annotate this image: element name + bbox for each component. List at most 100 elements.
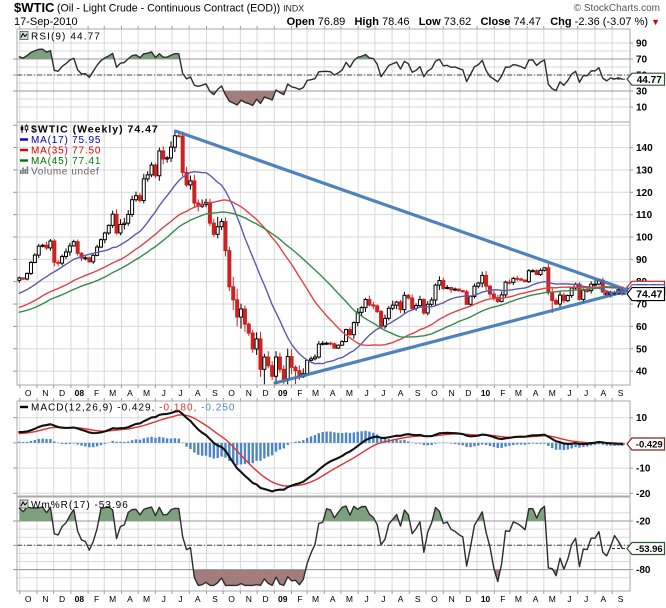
svg-text:100: 100: [636, 233, 653, 244]
svg-text:F: F: [297, 388, 302, 398]
svg-text:D: D: [262, 388, 268, 398]
svg-text:O: O: [431, 594, 438, 604]
svg-text:M: M: [109, 388, 116, 398]
svg-text:M: M: [346, 388, 353, 398]
svg-text:F: F: [94, 388, 99, 398]
svg-text:130: 130: [636, 165, 653, 176]
svg-text:74.47: 74.47: [636, 289, 662, 301]
svg-text:10: 10: [481, 388, 491, 398]
svg-text:09: 09: [278, 388, 288, 398]
svg-text:J: J: [178, 388, 182, 398]
svg-text:N: N: [246, 594, 252, 604]
svg-text:10: 10: [481, 594, 491, 604]
svg-text:44.77: 44.77: [637, 75, 662, 86]
svg-text:MA(17) 75.95: MA(17) 75.95: [31, 135, 101, 146]
svg-text:-53.96: -53.96: [636, 544, 663, 555]
svg-text:RSI(9) 44.77: RSI(9) 44.77: [31, 32, 101, 43]
svg-text:A: A: [398, 594, 404, 604]
svg-text:N: N: [42, 388, 48, 398]
svg-text:-0.429: -0.429: [636, 440, 663, 451]
svg-text:140: 140: [636, 143, 653, 154]
svg-text:Wm%R(17) -53.96: Wm%R(17) -53.96: [31, 500, 129, 511]
svg-text:90: 90: [636, 39, 648, 50]
svg-text:J: J: [365, 594, 369, 604]
svg-text:08: 08: [75, 388, 85, 398]
svg-text:M: M: [143, 388, 150, 398]
svg-text:J: J: [162, 388, 166, 398]
svg-text:O: O: [25, 388, 32, 398]
svg-text:08: 08: [75, 594, 85, 604]
svg-text:J: J: [584, 594, 588, 604]
svg-text:J: J: [567, 594, 571, 604]
svg-text:N: N: [246, 388, 252, 398]
svg-text:MA(35) 77.50: MA(35) 77.50: [31, 146, 101, 157]
svg-text:A: A: [127, 388, 133, 398]
svg-text:D: D: [465, 388, 471, 398]
svg-text:N: N: [42, 594, 48, 604]
svg-text:-20: -20: [636, 517, 651, 528]
svg-text:70: 70: [636, 300, 648, 311]
svg-text:09: 09: [278, 594, 288, 604]
svg-text:M: M: [109, 594, 116, 604]
svg-text:O: O: [228, 388, 235, 398]
svg-text:F: F: [297, 594, 302, 604]
svg-text:M: M: [549, 594, 556, 604]
svg-text:MA(45) 77.41: MA(45) 77.41: [31, 156, 101, 167]
svg-text:M: M: [346, 594, 353, 604]
svg-text:-20: -20: [636, 489, 651, 500]
svg-text:S: S: [415, 388, 421, 398]
svg-text:A: A: [601, 594, 607, 604]
svg-text:J: J: [178, 594, 182, 604]
svg-text:MACD(12,26,9) -0.429, -0.180,: MACD(12,26,9) -0.429, -0.180, -0.250: [31, 403, 235, 414]
svg-text:S: S: [415, 594, 421, 604]
svg-text:S: S: [212, 388, 218, 398]
svg-text:O: O: [228, 594, 235, 604]
svg-text:A: A: [533, 388, 539, 398]
svg-text:A: A: [601, 388, 607, 398]
svg-text:J: J: [381, 594, 385, 604]
svg-text:$WTIC (Weekly) 74.47: $WTIC (Weekly) 74.47: [31, 124, 159, 136]
svg-text:50: 50: [636, 344, 648, 355]
svg-text:60: 60: [636, 322, 648, 333]
svg-text:J: J: [567, 388, 571, 398]
svg-text:O: O: [431, 388, 438, 398]
svg-text:© StockCharts.com: © StockCharts.com: [574, 3, 660, 14]
svg-text:J: J: [162, 594, 166, 604]
svg-text:A: A: [127, 594, 133, 604]
svg-text:M: M: [143, 594, 150, 604]
svg-text:M: M: [515, 594, 522, 604]
svg-text:S: S: [618, 594, 624, 604]
svg-text:40: 40: [636, 367, 648, 378]
svg-text:A: A: [195, 388, 201, 398]
svg-text:M: M: [515, 388, 522, 398]
svg-text:A: A: [195, 594, 201, 604]
svg-text:M: M: [312, 594, 319, 604]
svg-text:Open 76.89 High 78.46 Low: Open 76.89 High 78.46 Low 73.62 Close 74…: [287, 16, 660, 28]
svg-text:70: 70: [636, 55, 648, 66]
svg-text:D: D: [262, 594, 268, 604]
svg-text:(Oil - Light Crude - Continuou: (Oil - Light Crude - Continuous Contract…: [57, 3, 304, 15]
svg-text:F: F: [500, 594, 505, 604]
svg-text:N: N: [449, 388, 455, 398]
svg-text:90: 90: [636, 255, 648, 266]
svg-text:J: J: [381, 388, 385, 398]
svg-text:F: F: [500, 388, 505, 398]
svg-text:S: S: [618, 388, 624, 398]
svg-text:D: D: [59, 388, 65, 398]
svg-text:A: A: [330, 388, 336, 398]
svg-text:10: 10: [636, 413, 648, 424]
svg-text:10: 10: [636, 103, 648, 114]
svg-text:S: S: [212, 594, 218, 604]
svg-text:M: M: [312, 388, 319, 398]
svg-text:110: 110: [636, 210, 653, 221]
svg-text:$WTIC: $WTIC: [14, 0, 55, 15]
svg-text:O: O: [25, 594, 32, 604]
svg-text:N: N: [449, 594, 455, 604]
svg-text:D: D: [465, 594, 471, 604]
svg-text:30: 30: [636, 87, 648, 98]
svg-text:J: J: [584, 388, 588, 398]
svg-text:-80: -80: [636, 565, 651, 576]
svg-text:A: A: [398, 388, 404, 398]
svg-text:-10: -10: [636, 464, 651, 475]
svg-text:Volume undef: Volume undef: [31, 167, 99, 178]
